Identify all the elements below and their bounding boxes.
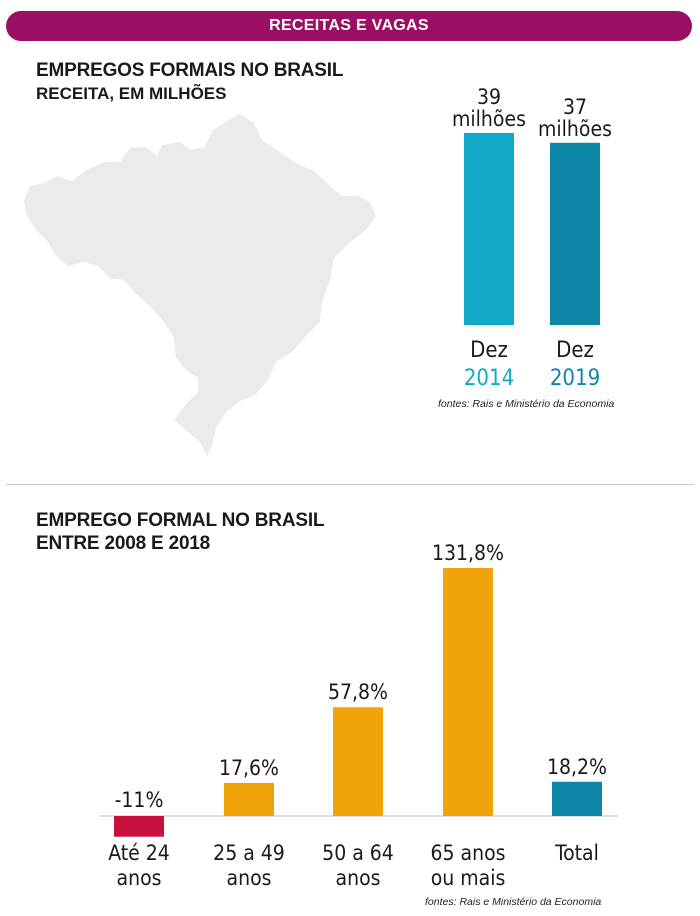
section-divider — [6, 484, 694, 485]
top-bar-1-unit: milhões — [538, 117, 612, 141]
bottom-bar-0-value: -11% — [115, 788, 164, 812]
bottom-bar-4-value: 18,2% — [547, 755, 607, 779]
bottom-bar-2 — [333, 707, 383, 816]
bottom-bar-1 — [224, 782, 274, 816]
top-chart-subtitle: RECEITA, EM MILHÕES — [36, 84, 227, 103]
bottom-bar-4-category-line1: Total — [554, 841, 599, 865]
top-bar-0-year: 2014 — [464, 366, 514, 391]
brazil-map-icon — [24, 114, 376, 456]
bottom-bar-0-category-line2: anos — [117, 866, 162, 890]
bottom-bar-2-category-line1: 50 a 64 — [322, 841, 394, 865]
bottom-bar-2-category-line2: anos — [336, 866, 381, 890]
top-chart-title: EMPREGOS FORMAIS NO BRASIL — [36, 60, 344, 81]
top-bar-1-year: 2019 — [550, 366, 600, 391]
bottom-bar-3-category-line1: 65 anos — [431, 841, 506, 865]
top-bar-0-category: Dez — [470, 338, 508, 363]
top-chart-source: fontes: Rais e Ministério da Economia — [438, 398, 614, 410]
top-bar-0 — [464, 132, 514, 325]
top-bar-1-value: 37 — [563, 95, 587, 119]
bottom-bar-3-category-line2: ou mais — [431, 866, 506, 890]
bottom-bar-2-value: 57,8% — [328, 680, 388, 704]
bottom-chart-title-line2: ENTRE 2008 E 2018 — [36, 533, 211, 554]
top-bar-1-category: Dez — [556, 338, 594, 363]
bottom-chart-source: fontes: Rais e Ministério da Economia — [425, 896, 601, 908]
bottom-bar-1-category-line1: 25 a 49 — [213, 841, 285, 865]
bottom-bar-4 — [552, 781, 602, 816]
top-bar-0-value: 39 — [477, 85, 501, 109]
bottom-chart-title-line1: EMPREGO FORMAL NO BRASIL — [36, 510, 325, 531]
top-bar-0-unit: milhões — [452, 107, 526, 131]
bottom-bar-1-value: 17,6% — [219, 756, 279, 780]
bottom-bar-3 — [443, 568, 493, 816]
top-bar-1 — [550, 142, 600, 325]
bottom-bar-3-value: 131,8% — [432, 541, 504, 565]
bottom-bar-1-category-line2: anos — [227, 866, 272, 890]
bottom-bar-0-category-line1: Até 24 — [108, 841, 170, 865]
section-banner: RECEITAS E VAGAS — [6, 11, 692, 41]
bottom-bar-0 — [114, 816, 164, 837]
